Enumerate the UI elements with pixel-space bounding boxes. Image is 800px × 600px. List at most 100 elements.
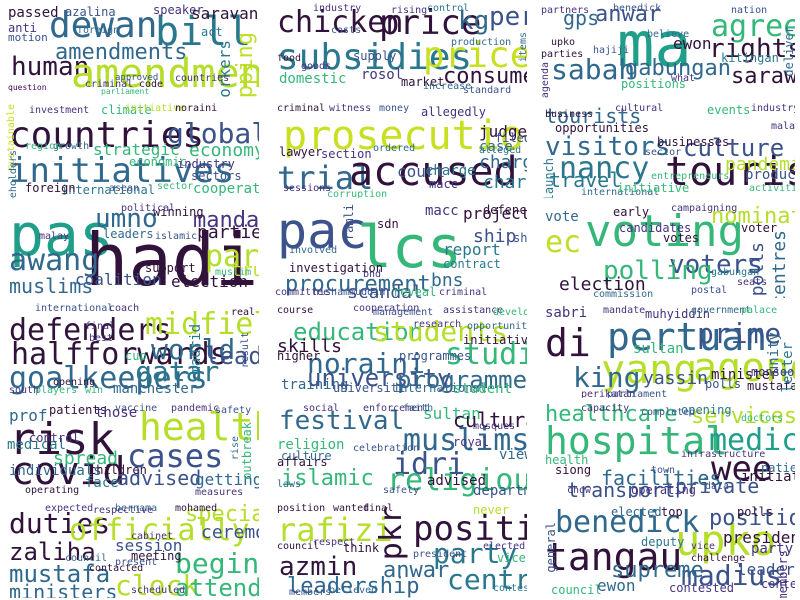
cloud-word: players: [35, 385, 78, 396]
cloud-word: region: [25, 141, 62, 152]
cloud-word: social: [303, 403, 340, 414]
cloud-word: perikatan: [581, 389, 636, 399]
cloud-word: universiti: [333, 381, 406, 395]
cloud-word: anwar: [595, 2, 662, 27]
cloud-word: letter: [780, 342, 795, 393]
cloud-word: elected: [483, 541, 526, 552]
cloud-word: outbreak: [240, 422, 254, 480]
cloud-word: initiative: [125, 103, 186, 114]
cloud-word: approved: [115, 73, 159, 83]
cloud-word: hishammuddin: [313, 287, 386, 298]
cloud-word: asean: [109, 183, 140, 194]
cloud-word: sultan: [633, 341, 684, 357]
cloud-word: involved: [289, 245, 338, 256]
cloud-word: corruption: [327, 189, 388, 199]
cloud-word: winning: [153, 205, 204, 219]
cloud-word: president: [723, 528, 795, 547]
cloud-word: opening: [681, 403, 732, 417]
cloud-word: attend: [175, 574, 259, 598]
cloud-word: entrepreneurs: [651, 171, 730, 182]
cloud-word: ministers: [9, 580, 118, 598]
cloud-word: cooperation: [193, 181, 259, 197]
cloud-word: council: [277, 541, 320, 552]
cloud-word: gabungan: [711, 267, 760, 278]
cloud-word: skills: [277, 336, 343, 357]
cloud-word: countries: [9, 115, 205, 156]
wordcloud-ceremony-session: duties officially zaliha mustafa ministers cl…: [5, 502, 259, 598]
cloud-word: spread: [53, 448, 119, 469]
cloud-word: course: [277, 305, 314, 316]
cloud-word: sessions: [283, 183, 332, 194]
cloud-word: covid: [11, 449, 126, 493]
cloud-word: consumer: [443, 64, 527, 89]
cloud-word: capacity: [581, 403, 630, 414]
cloud-word: special: [185, 502, 259, 527]
cloud-word: defenders: [9, 313, 172, 348]
cloud-word: programmes: [399, 349, 472, 363]
cloud-word: foreign: [25, 181, 76, 195]
cloud-word: charged: [483, 172, 527, 193]
cloud-word: siong: [555, 463, 592, 477]
cloud-word: supply: [353, 49, 397, 63]
wordcloud-festival-religious: festivalmuslimsidrireligious islamic sulta…: [273, 402, 527, 498]
cloud-word: visitors: [545, 132, 671, 162]
cloud-word: witness: [329, 103, 372, 114]
cloud-word: bhd: [363, 269, 382, 280]
cloud-word: campaigning: [671, 203, 738, 214]
wordcloud-lcs-procurement: pac lcs procurement scandal investigation rep…: [273, 202, 527, 298]
cloud-word: private: [675, 474, 760, 498]
cloud-word: pkr: [374, 506, 409, 561]
cloud-word: amendment: [71, 51, 259, 97]
cloud-word: allegedly: [421, 105, 487, 119]
cloud-word: chow: [567, 485, 592, 496]
cloud-word: partners: [541, 5, 590, 16]
cloud-word: scandal: [347, 282, 423, 299]
wordcloud-dewan-bill-amendment: passed anti motion human dewan amendments amen…: [5, 2, 259, 98]
cloud-word: madrid: [188, 324, 204, 375]
cloud-word: faith: [403, 403, 434, 414]
cloud-word: medical: [7, 437, 67, 453]
cloud-word: patients: [49, 403, 107, 417]
cloud-word: enforcement: [363, 403, 430, 414]
cloud-word: sabah: [551, 53, 636, 86]
cloud-word: lawyer: [279, 145, 323, 159]
cloud-word: workers: [215, 40, 234, 98]
cloud-word: upko: [551, 37, 576, 48]
cloud-word: committee: [275, 287, 330, 298]
cloud-word: di: [545, 321, 591, 365]
cloud-word: muhyiddin: [645, 307, 711, 321]
cloud-word: party: [205, 239, 259, 274]
cloud-word: cabinet: [131, 531, 174, 542]
cloud-word: healthcare: [545, 402, 678, 427]
cloud-word: candidates: [619, 221, 692, 235]
cloud-word: human: [11, 52, 90, 82]
cloud-word: education: [293, 318, 424, 346]
cloud-word: saravanan: [191, 4, 259, 23]
cloud-word: reveal: [393, 285, 437, 298]
cloud-word: transport: [567, 478, 676, 498]
cloud-word: present: [115, 557, 158, 568]
cloud-word: nomination: [711, 204, 795, 229]
cloud-word: madius: [681, 559, 783, 592]
cloud-word: safety: [383, 485, 420, 496]
cloud-word: position: [277, 503, 326, 514]
cloud-word: contract: [443, 257, 501, 271]
cloud-word: contacted: [89, 563, 144, 574]
cloud-word: wanted: [333, 503, 370, 514]
cloud-word: pac: [277, 202, 368, 260]
cloud-word: research: [413, 319, 462, 330]
cloud-word: parliament: [101, 87, 150, 96]
cloud-word: wee: [711, 449, 773, 489]
cloud-word: economy: [189, 140, 259, 161]
cloud-word: advised: [427, 473, 487, 489]
cloud-word: control: [427, 3, 470, 14]
cloud-word: ships: [513, 231, 527, 245]
cloud-word: leaders: [103, 227, 154, 241]
cloud-word: contested: [669, 581, 735, 595]
cloud-word: sector: [645, 147, 682, 158]
cloud-word: final: [85, 321, 116, 332]
cloud-word: rising: [391, 5, 428, 16]
cloud-word: meeting: [131, 549, 182, 563]
cloud-word: agong: [693, 345, 795, 391]
